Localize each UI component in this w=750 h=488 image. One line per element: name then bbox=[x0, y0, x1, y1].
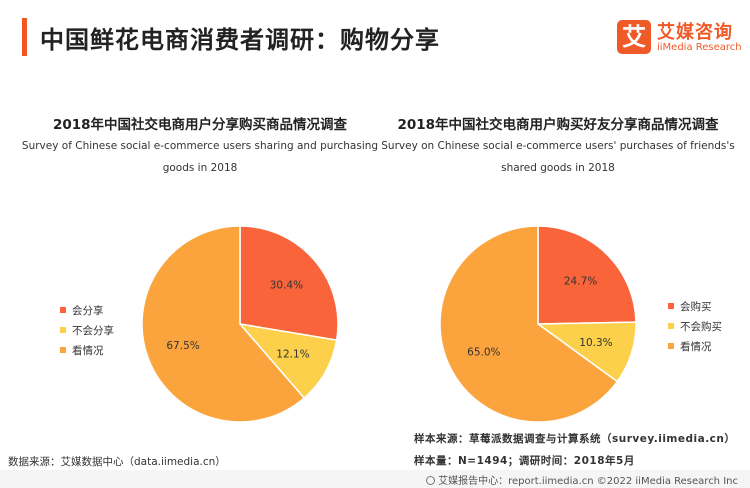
pie-data-label: 30.4% bbox=[270, 280, 303, 292]
sample-source: 样本来源：草莓派数据调查与计算系统（survey.iimedia.cn） bbox=[414, 433, 736, 445]
footer-label: 艾媒报告中心：report.iimedia.cn ©2022 iiMedia R… bbox=[438, 476, 738, 487]
logo-mark: 艾 bbox=[617, 20, 651, 54]
chart-2-legend: 会购买 不会购买 看情况 bbox=[668, 296, 722, 356]
pie-slice-1 bbox=[537, 225, 637, 325]
pie-data-label: 24.7% bbox=[564, 276, 597, 288]
title-accent-bar bbox=[22, 18, 27, 56]
report-center-icon bbox=[426, 476, 436, 485]
pie-data-label: 10.3% bbox=[579, 337, 612, 349]
legend-swatch bbox=[60, 327, 66, 333]
sample-size: 样本量：N=1494；调研时间：2018年5月 bbox=[414, 455, 635, 467]
pie-slice-1 bbox=[239, 225, 339, 342]
legend-item: 看情况 bbox=[668, 336, 722, 356]
chart-2-pie: 24.7% 10.3% 65.0% bbox=[439, 225, 637, 423]
chart-2-subtitle: Survey on Chinese social e-commerce user… bbox=[378, 135, 738, 179]
chart-1-pie: 30.4% 12.1% 67.5% bbox=[141, 225, 339, 423]
legend-label: 会购买 bbox=[680, 300, 712, 313]
chart-1-subtitle: Survey of Chinese social e-commerce user… bbox=[20, 135, 380, 179]
legend-item: 会购买 bbox=[668, 296, 722, 316]
legend-swatch bbox=[60, 347, 66, 353]
legend-label: 不会购买 bbox=[680, 320, 722, 333]
legend-item: 看情况 bbox=[60, 340, 114, 360]
pie-slice-3 bbox=[439, 225, 619, 423]
pie-data-label: 12.1% bbox=[276, 349, 309, 361]
legend-item: 会分享 bbox=[60, 300, 114, 320]
chart-2-subtitle-line-2: shared goods in 2018 bbox=[501, 162, 615, 174]
legend-label: 看情况 bbox=[680, 340, 712, 353]
legend-label: 会分享 bbox=[72, 304, 104, 317]
legend-swatch bbox=[668, 323, 674, 329]
pie-slice-3 bbox=[141, 225, 306, 423]
legend-swatch bbox=[60, 307, 66, 313]
pie-data-label: 65.0% bbox=[467, 347, 500, 359]
footer-text: 艾媒报告中心：report.iimedia.cn ©2022 iiMedia R… bbox=[426, 472, 738, 487]
logo-name: 艾媒咨询 bbox=[657, 22, 733, 43]
data-source: 数据来源：艾媒数据中心（data.iimedia.cn） bbox=[8, 456, 226, 468]
legend-item: 不会购买 bbox=[668, 316, 722, 336]
pie-data-label: 67.5% bbox=[166, 340, 199, 352]
legend-swatch bbox=[668, 303, 674, 309]
legend-item: 不会分享 bbox=[60, 320, 114, 340]
chart-1-title: 2018年中国社交电商用户分享购买商品情况调查 bbox=[52, 117, 348, 133]
logo-name-en: iiMedia Research bbox=[657, 42, 742, 53]
chart-2-title: 2018年中国社交电商用户购买好友分享商品情况调查 bbox=[397, 117, 719, 133]
chart-2-subtitle-line-1: Survey on Chinese social e-commerce user… bbox=[381, 140, 735, 152]
pie-slice-2 bbox=[238, 322, 338, 400]
brand-logo: 艾 艾媒咨询 iiMedia Research bbox=[617, 18, 743, 62]
chart-1-subtitle-line-1: Survey of Chinese social e-commerce user… bbox=[21, 140, 379, 152]
legend-swatch bbox=[668, 343, 674, 349]
legend-label: 看情况 bbox=[72, 344, 104, 357]
chart-1-subtitle-line-2: goods in 2018 bbox=[162, 162, 238, 174]
page-title: 中国鲜花电商消费者调研：购物分享 bbox=[40, 26, 440, 54]
legend-label: 不会分享 bbox=[72, 324, 114, 337]
footer: 艾媒报告中心：report.iimedia.cn ©2022 iiMedia R… bbox=[0, 470, 750, 488]
chart-1-legend: 会分享 不会分享 看情况 bbox=[60, 300, 114, 360]
